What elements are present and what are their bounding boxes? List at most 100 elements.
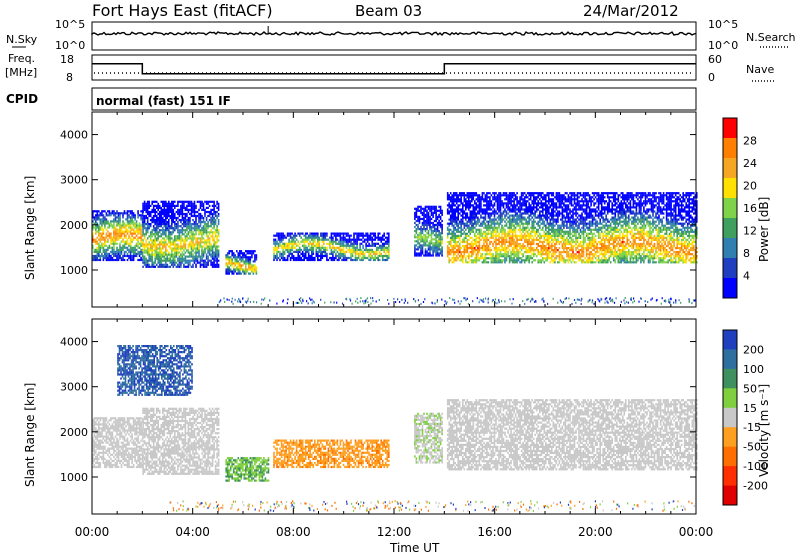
power-cell bbox=[234, 258, 236, 261]
power-cell bbox=[365, 242, 367, 245]
power-cell bbox=[128, 234, 130, 237]
power-cell bbox=[138, 236, 141, 239]
power-cell bbox=[466, 240, 469, 244]
power-cell bbox=[226, 270, 229, 273]
power-cell bbox=[140, 242, 142, 245]
power-cell bbox=[146, 231, 149, 234]
power-cell bbox=[433, 234, 436, 237]
power-cell bbox=[493, 198, 496, 201]
power-cell bbox=[475, 214, 478, 217]
power-cell bbox=[339, 256, 342, 260]
power-cell bbox=[96, 258, 99, 262]
power-cell bbox=[511, 234, 514, 237]
power-cell bbox=[508, 196, 511, 199]
power-cell bbox=[148, 210, 150, 214]
power-cell bbox=[210, 249, 212, 252]
power-cell bbox=[363, 256, 366, 260]
power-cell bbox=[318, 254, 321, 258]
power-cell bbox=[181, 229, 184, 232]
power-cell bbox=[511, 222, 514, 225]
power-cell bbox=[502, 232, 505, 235]
power-cell bbox=[178, 259, 181, 262]
power-cell bbox=[528, 218, 530, 221]
power-cell bbox=[446, 226, 449, 229]
power-cell bbox=[216, 202, 218, 205]
power-cell bbox=[96, 226, 99, 229]
power-cell bbox=[472, 226, 475, 229]
power-cell bbox=[326, 242, 328, 245]
power-cell bbox=[111, 238, 114, 241]
power-cell bbox=[280, 238, 283, 241]
power-cell bbox=[510, 242, 512, 246]
power-cell bbox=[455, 210, 458, 213]
power-cell bbox=[452, 261, 455, 264]
power-cell bbox=[523, 196, 526, 199]
power-cell bbox=[523, 232, 526, 235]
power-cell bbox=[452, 194, 455, 197]
power-cell bbox=[465, 214, 467, 217]
power-cell bbox=[157, 259, 159, 262]
power-cell bbox=[184, 231, 187, 234]
power-cell bbox=[240, 268, 243, 271]
power-cell bbox=[462, 228, 464, 231]
power-cell bbox=[99, 214, 102, 217]
power-cell bbox=[163, 200, 166, 203]
power-cell bbox=[172, 247, 175, 250]
power-cell bbox=[465, 240, 467, 244]
power-cell bbox=[519, 228, 521, 231]
power-cell bbox=[452, 218, 455, 221]
power-cell bbox=[211, 231, 214, 234]
power-cell bbox=[148, 235, 150, 238]
power-cell bbox=[546, 251, 549, 254]
power-cell bbox=[132, 236, 135, 239]
power-cell bbox=[228, 262, 230, 265]
power-cell bbox=[454, 222, 456, 225]
power-cell bbox=[468, 208, 470, 211]
power-cell bbox=[519, 220, 521, 223]
power-cell bbox=[478, 257, 481, 260]
power-cell bbox=[548, 230, 550, 233]
power-cell bbox=[452, 240, 455, 244]
power-cell bbox=[154, 255, 156, 258]
power-cell bbox=[498, 218, 500, 221]
power-cell bbox=[554, 214, 556, 217]
power-cell bbox=[490, 214, 493, 217]
power-cell bbox=[429, 254, 431, 257]
power-cell bbox=[234, 260, 236, 263]
power-cell bbox=[298, 248, 301, 251]
power-cell bbox=[165, 251, 167, 254]
power-cell bbox=[132, 214, 135, 217]
power-cell bbox=[181, 239, 184, 242]
power-cell bbox=[324, 236, 327, 239]
power-cell bbox=[138, 228, 141, 231]
power-cell bbox=[158, 210, 161, 214]
power-cell bbox=[168, 214, 170, 218]
power-cell bbox=[140, 226, 142, 229]
power-cell bbox=[183, 257, 185, 260]
power-cell bbox=[135, 222, 138, 225]
power-cell bbox=[183, 265, 185, 268]
power-cell bbox=[418, 242, 421, 245]
power-cell bbox=[516, 236, 518, 239]
power-cell bbox=[148, 253, 150, 256]
power-cell bbox=[248, 256, 250, 259]
power-cell bbox=[548, 228, 550, 231]
power-cell bbox=[501, 236, 503, 239]
power-cell bbox=[148, 204, 150, 207]
power-cell bbox=[195, 265, 197, 268]
power-cell bbox=[520, 247, 523, 250]
power-cell bbox=[342, 236, 345, 239]
power-cell bbox=[458, 208, 461, 211]
power-cell bbox=[181, 208, 184, 211]
power-cell bbox=[452, 214, 455, 217]
power-cell bbox=[432, 205, 434, 208]
power-cell bbox=[532, 226, 535, 229]
power-cell bbox=[460, 228, 462, 231]
power-cell bbox=[356, 248, 358, 251]
power-cell bbox=[120, 252, 123, 255]
power-cell bbox=[360, 238, 363, 241]
power-cell bbox=[529, 234, 532, 237]
power-cell bbox=[214, 233, 217, 236]
power-cell bbox=[548, 224, 550, 227]
power-cell bbox=[455, 202, 458, 205]
